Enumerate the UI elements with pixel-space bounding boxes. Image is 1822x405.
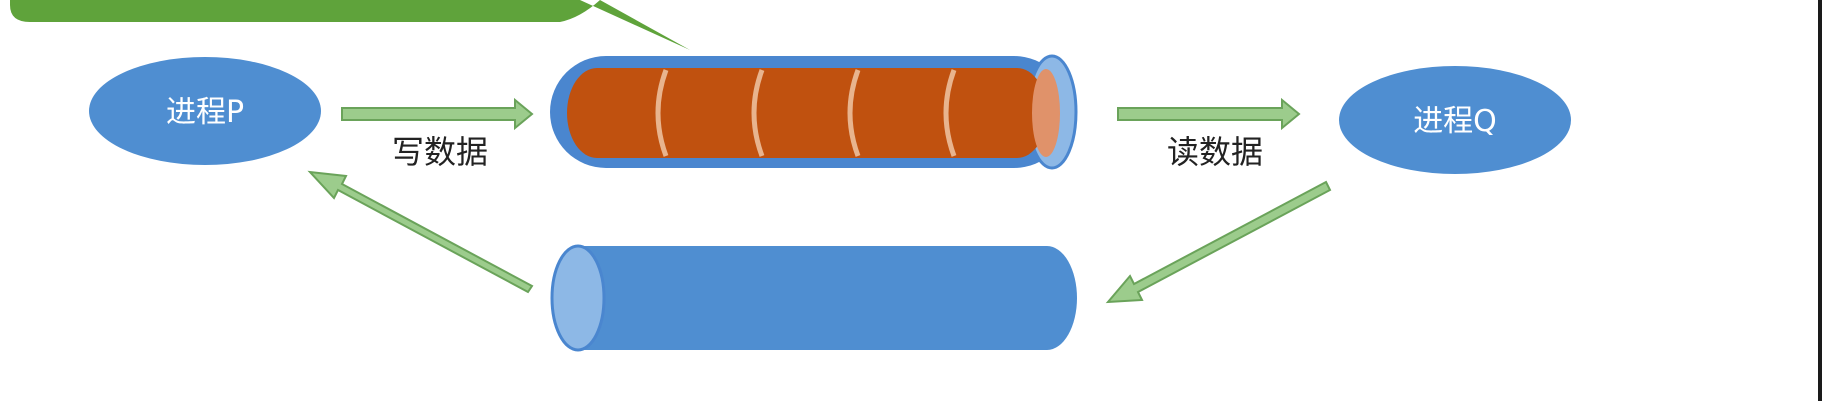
pipe-segment-4 [943,69,957,157]
process-q-node: 进程Q [1339,66,1571,174]
pipe-segment-2 [751,69,765,157]
callout-bubble [10,0,690,50]
pipe-segment-3 [847,69,861,157]
pipe-top [550,54,1078,170]
return-arrow-to-p [307,170,534,294]
process-q-label: 进程Q [1413,104,1497,139]
pipe-bottom [550,244,1077,352]
process-p-node: 进程P [89,57,321,165]
return-arrow-from-q [1105,180,1332,304]
read-label: 读数据 [1167,133,1263,171]
pipe-segment-1 [655,69,669,157]
write-arrow [341,97,534,131]
write-label: 写数据 [392,133,488,171]
read-arrow [1117,97,1301,131]
window-edge [1818,0,1822,401]
process-p-label: 进程P [166,95,244,130]
